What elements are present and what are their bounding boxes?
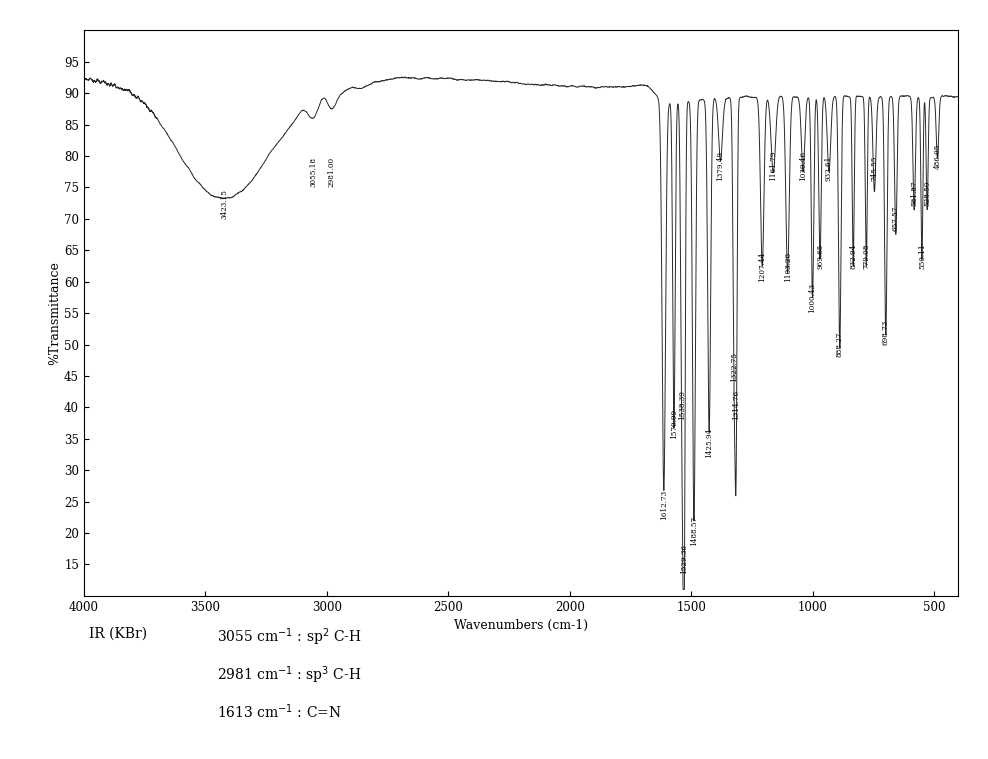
Text: 2981 cm$^{-1}$ : sp$^3$ C-H: 2981 cm$^{-1}$ : sp$^3$ C-H [217,664,362,685]
Text: 1379.49: 1379.49 [716,151,724,181]
Text: 3423.15: 3423.15 [220,189,228,219]
Text: 1322.75: 1322.75 [730,352,738,383]
Text: 1314.76: 1314.76 [732,390,740,420]
Text: 969.65: 969.65 [816,244,824,269]
Text: 1425.94: 1425.94 [705,427,713,458]
Text: 486.05: 486.05 [934,143,942,168]
Text: 698.73: 698.73 [882,320,890,345]
Text: 528.50: 528.50 [923,181,931,206]
Text: 888.27: 888.27 [836,332,844,357]
Text: 779.08: 779.08 [863,244,870,269]
Y-axis label: %Transmittance: %Transmittance [48,261,61,365]
Text: 3055.18: 3055.18 [309,157,317,187]
Text: 1613 cm$^{-1}$ : C=N: 1613 cm$^{-1}$ : C=N [217,702,342,721]
Text: 745.55: 745.55 [870,156,878,181]
Text: IR (KBr): IR (KBr) [89,626,147,640]
Text: 1039.46: 1039.46 [799,151,807,181]
Text: 1103.20: 1103.20 [783,251,791,282]
Text: 3055 cm$^{-1}$ : sp$^2$ C-H: 3055 cm$^{-1}$ : sp$^2$ C-H [217,626,362,647]
Text: 550.11: 550.11 [918,244,926,269]
Text: 1000.43: 1000.43 [808,283,816,313]
Text: 832.94: 832.94 [850,244,858,269]
Text: 1570.99: 1570.99 [670,408,678,439]
Text: 1207.44: 1207.44 [758,251,767,282]
Text: 1612.73: 1612.73 [660,490,668,521]
Text: 1488.57: 1488.57 [690,515,698,546]
Text: 1161.79: 1161.79 [770,151,778,181]
Text: 1538.39: 1538.39 [678,390,686,420]
Text: 581.87: 581.87 [910,181,918,206]
Text: 932.61: 932.61 [825,156,833,181]
Text: 657.57: 657.57 [892,206,900,231]
Text: 2981.00: 2981.00 [327,157,336,187]
Text: 1529.36: 1529.36 [680,544,688,574]
X-axis label: Wavenumbers (cm-1): Wavenumbers (cm-1) [454,619,588,632]
